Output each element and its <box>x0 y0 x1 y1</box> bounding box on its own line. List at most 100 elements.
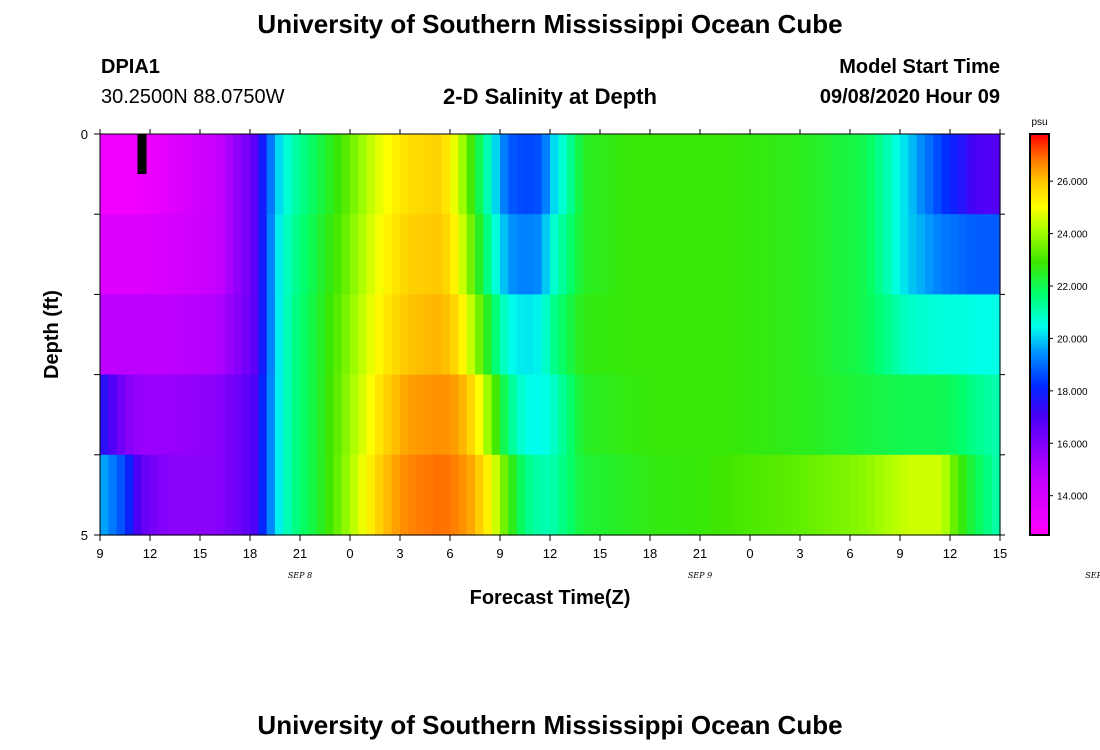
heatmap-cell <box>466 134 476 215</box>
heatmap-cell <box>875 134 884 215</box>
heatmap-cell <box>191 134 201 215</box>
heatmap-cell <box>233 374 243 456</box>
heatmap-cell <box>558 374 568 456</box>
heatmap-cell <box>175 454 184 536</box>
heatmap-cell <box>575 134 584 215</box>
heatmap-cell <box>750 134 759 215</box>
heatmap-cell <box>141 454 151 536</box>
heatmap-cell <box>933 294 943 376</box>
heatmap-cell <box>175 134 184 215</box>
heatmap-cell <box>808 294 818 376</box>
heatmap-cell <box>100 454 109 536</box>
y-axis-title: Depth (ft) <box>41 290 63 379</box>
heatmap-cell <box>141 294 151 376</box>
x-date-label: SEP 9 <box>688 571 712 580</box>
heatmap-cell <box>891 294 901 376</box>
heatmap-cell <box>683 294 693 376</box>
heatmap-cell <box>366 294 376 376</box>
heatmap-cell <box>391 374 401 456</box>
heatmap-cell <box>291 294 301 376</box>
heatmap-cell <box>341 294 351 376</box>
heatmap-cell <box>250 454 259 536</box>
heatmap-cell <box>408 454 418 536</box>
heatmap-cell <box>358 454 368 536</box>
heatmap-cell <box>741 294 751 376</box>
heatmap-cell <box>425 294 434 376</box>
heatmap-cell <box>641 214 651 295</box>
colorbar-tick-label: 14.000 <box>1057 492 1088 503</box>
heatmap-cell <box>616 454 626 536</box>
heatmap-cell <box>200 134 209 215</box>
heatmap-cell <box>333 214 343 295</box>
heatmap-cell <box>191 294 201 376</box>
heatmap-cell <box>141 374 151 456</box>
heatmap-cell <box>425 214 434 295</box>
heatmap-cell <box>791 374 801 456</box>
heatmap-cell <box>725 214 734 295</box>
heatmap-cell <box>241 454 251 536</box>
heatmap-cell <box>341 214 351 295</box>
heatmap-cell <box>308 134 318 215</box>
heatmap-cell <box>891 134 901 215</box>
heatmap-cell <box>625 294 634 376</box>
heatmap-cell <box>233 214 243 295</box>
heatmap-cell <box>325 374 334 456</box>
heatmap-cell <box>158 454 168 536</box>
page-title-bottom: University of Southern Mississippi Ocean… <box>257 710 843 740</box>
heatmap-cell <box>175 374 184 456</box>
heatmap-cell <box>750 374 759 456</box>
heatmap-cell <box>316 294 326 376</box>
heatmap-cell <box>575 294 584 376</box>
heatmap-cell <box>975 294 984 376</box>
heatmap-cell <box>116 454 126 536</box>
heatmap-cell <box>300 214 309 295</box>
heatmap-cell <box>750 454 759 536</box>
colorbar-tick-label: 26.000 <box>1057 177 1088 188</box>
heatmap-cell <box>200 214 209 295</box>
heatmap-cell <box>491 294 501 376</box>
heatmap-cell <box>825 454 834 536</box>
heatmap-cell <box>350 214 359 295</box>
heatmap-cell <box>408 294 418 376</box>
heatmap-cell <box>566 454 576 536</box>
heatmap-cell <box>825 294 834 376</box>
heatmap-cell <box>758 134 768 215</box>
heatmap-cell <box>591 294 601 376</box>
heatmap-cell <box>858 454 868 536</box>
heatmap-cell <box>258 374 268 456</box>
heatmap-cell <box>816 134 826 215</box>
heatmap-cell <box>208 134 218 215</box>
heatmap-cell <box>475 454 484 536</box>
heatmap-cell <box>966 454 976 536</box>
heatmap-cell <box>825 374 834 456</box>
heatmap-cell <box>641 374 651 456</box>
heatmap-cell <box>750 214 759 295</box>
heatmap-cell <box>341 134 351 215</box>
heatmap-cell <box>558 294 568 376</box>
heatmap-cell <box>891 214 901 295</box>
heatmap-cell <box>875 214 884 295</box>
heatmap-cell <box>508 454 518 536</box>
x-tick-label: 15 <box>993 546 1007 561</box>
heatmap-cell <box>308 214 318 295</box>
heatmap-cell <box>566 374 576 456</box>
heatmap-cell <box>208 214 218 295</box>
heatmap-cell <box>916 374 926 456</box>
heatmap-cell <box>266 454 276 536</box>
heatmap-cell <box>850 134 859 215</box>
heatmap-cell <box>783 214 793 295</box>
heatmap-cell <box>241 134 251 215</box>
heatmap-cell <box>358 134 368 215</box>
x-tick-label: 0 <box>346 546 353 561</box>
heatmap-cell <box>550 134 559 215</box>
heatmap-cell <box>275 214 284 295</box>
heatmap-cell <box>250 294 259 376</box>
heatmap-cell <box>133 294 143 376</box>
plot-title: 2-D Salinity at Depth <box>443 84 657 109</box>
heatmap-cell <box>233 454 243 536</box>
heatmap-cell <box>333 134 343 215</box>
heatmap-cell <box>133 374 143 456</box>
heatmap-cell <box>700 294 709 376</box>
heatmap-cell <box>891 374 901 456</box>
heatmap-cell <box>858 294 868 376</box>
